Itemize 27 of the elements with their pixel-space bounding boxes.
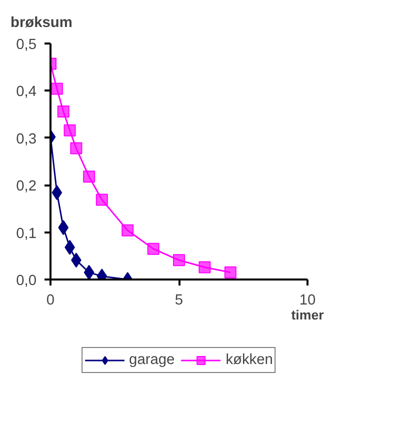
- chart-title: brøksum: [10, 15, 72, 31]
- x-axis-title: timer: [291, 308, 324, 322]
- x-tick-label: 10: [299, 292, 316, 308]
- point: [122, 224, 134, 236]
- point: [50, 82, 63, 95]
- point: [224, 266, 236, 278]
- point: [57, 105, 70, 118]
- y-tick-label: 0,2: [16, 178, 36, 195]
- point: [84, 264, 94, 280]
- point: [70, 142, 82, 154]
- point: [147, 242, 160, 255]
- point: [173, 254, 185, 266]
- y-tick-label: 0,5: [16, 37, 36, 53]
- point: [64, 124, 76, 136]
- point: [83, 170, 96, 183]
- point: [52, 185, 62, 200]
- x-tick-label: 5: [174, 292, 184, 308]
- y-tick-label: 0,0: [16, 273, 36, 289]
- legend-label: garage: [129, 352, 175, 368]
- x-tick-label: 0: [46, 292, 55, 308]
- y-tick-label: 0,3: [16, 131, 36, 148]
- point: [198, 261, 211, 274]
- y-tick-label: 0,4: [16, 84, 36, 100]
- point: [58, 220, 69, 236]
- point: [96, 194, 108, 206]
- legend-label: køkken: [226, 352, 273, 368]
- y-tick-label: 0,1: [16, 226, 36, 242]
